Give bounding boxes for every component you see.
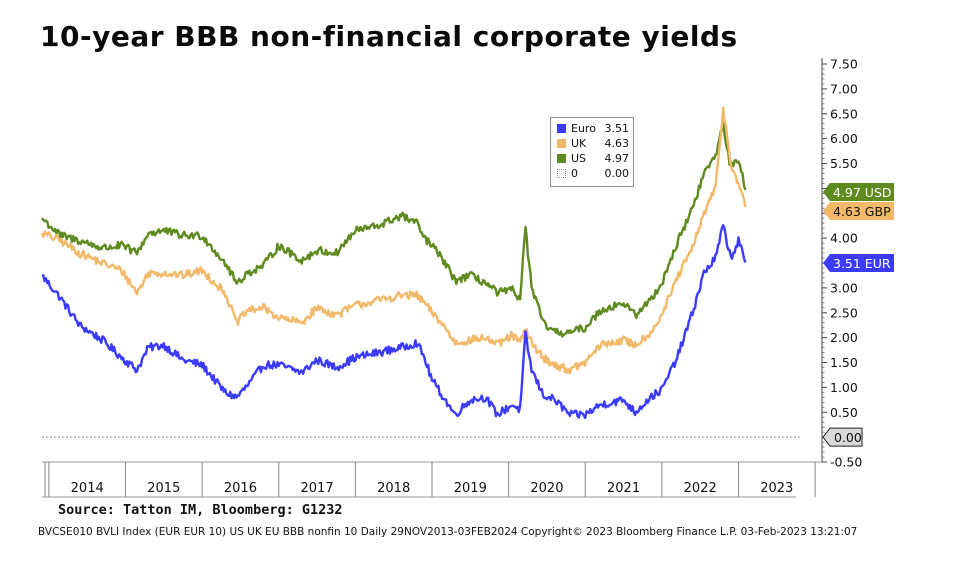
y-tick-label: -0.50 — [830, 455, 862, 470]
series-line-us — [41, 120, 747, 338]
x-tick-label: 2016 — [224, 481, 257, 496]
y-tick-label: 1.50 — [830, 355, 858, 370]
source-note: Source: Tatton IM, Bloomberg: G1232 — [58, 502, 343, 518]
end-tag-shape — [823, 202, 894, 220]
legend-swatch-euro — [557, 124, 566, 133]
x-tick-label: 2017 — [301, 481, 334, 496]
y-tick-label: 3.00 — [830, 280, 858, 295]
legend-value-uk: 4.63 — [604, 137, 630, 150]
legend-value-us: 4.97 — [604, 152, 630, 165]
series-line-euro — [41, 224, 747, 419]
end-tag-shape — [823, 183, 894, 201]
x-tick-label: 2022 — [684, 481, 717, 496]
end-tag-us: 4.97 USD — [823, 183, 894, 201]
chart-title: 10-year BBB non-financial corporate yiel… — [40, 20, 738, 53]
series-line-uk — [40, 106, 747, 375]
x-tick-label: 2019 — [454, 481, 487, 496]
legend-item-us: US 4.97 — [557, 152, 631, 166]
footer-metadata: BVCSE010 BVLI Index (EUR EUR 10) US UK E… — [38, 526, 858, 538]
legend-swatch-zero — [557, 169, 566, 178]
y-tick-label: 6.50 — [830, 106, 858, 121]
legend-name-uk: UK — [571, 137, 587, 150]
y-tick-label: 2.00 — [830, 330, 858, 345]
legend-swatch-uk — [557, 139, 566, 148]
legend-value-zero: 0.00 — [604, 167, 630, 180]
end-tag-euro: 3.51 EUR — [823, 254, 894, 272]
y-tick-label: 5.50 — [830, 156, 858, 171]
y-tick-label: 7.50 — [830, 57, 858, 72]
end-tag-label: 3.51 EUR — [833, 256, 891, 271]
x-tick-label: 2014 — [71, 481, 104, 496]
legend-swatch-us — [557, 154, 566, 163]
legend-name-zero: 0 — [571, 167, 578, 180]
y-tick-label: 0.50 — [830, 405, 858, 420]
x-tick-label: 2015 — [147, 481, 180, 496]
legend-item-uk: UK 4.63 — [557, 137, 631, 151]
end-tag-zero-label: 0.00 — [834, 430, 862, 445]
x-tick-label: 2023 — [760, 481, 793, 496]
end-tag-uk: 4.63 GBP — [823, 202, 894, 220]
y-tick-label: 7.00 — [830, 81, 858, 96]
end-tag-label: 4.97 USD — [833, 185, 892, 200]
legend-value-euro: 3.51 — [604, 122, 630, 135]
legend-name-euro: Euro — [571, 122, 596, 135]
x-tick-label: 2020 — [530, 481, 563, 496]
legend-item-euro: Euro 3.51 — [557, 122, 631, 136]
y-tick-label: 1.00 — [830, 380, 858, 395]
end-tag-label: 4.63 GBP — [833, 204, 891, 219]
legend: Euro 3.51 UK 4.63 US 4.97 0 0.00 — [550, 117, 634, 187]
y-tick-label: 2.50 — [830, 305, 858, 320]
x-tick-label: 2018 — [377, 481, 410, 496]
end-tag-zero-shape — [822, 427, 863, 447]
end-tag-shape — [823, 254, 894, 272]
x-tick-label: 2021 — [607, 481, 640, 496]
y-tick-label: 6.00 — [830, 131, 858, 146]
legend-item-zero: 0 0.00 — [557, 167, 631, 181]
legend-name-us: US — [571, 152, 587, 165]
y-tick-label: 4.00 — [830, 231, 858, 246]
